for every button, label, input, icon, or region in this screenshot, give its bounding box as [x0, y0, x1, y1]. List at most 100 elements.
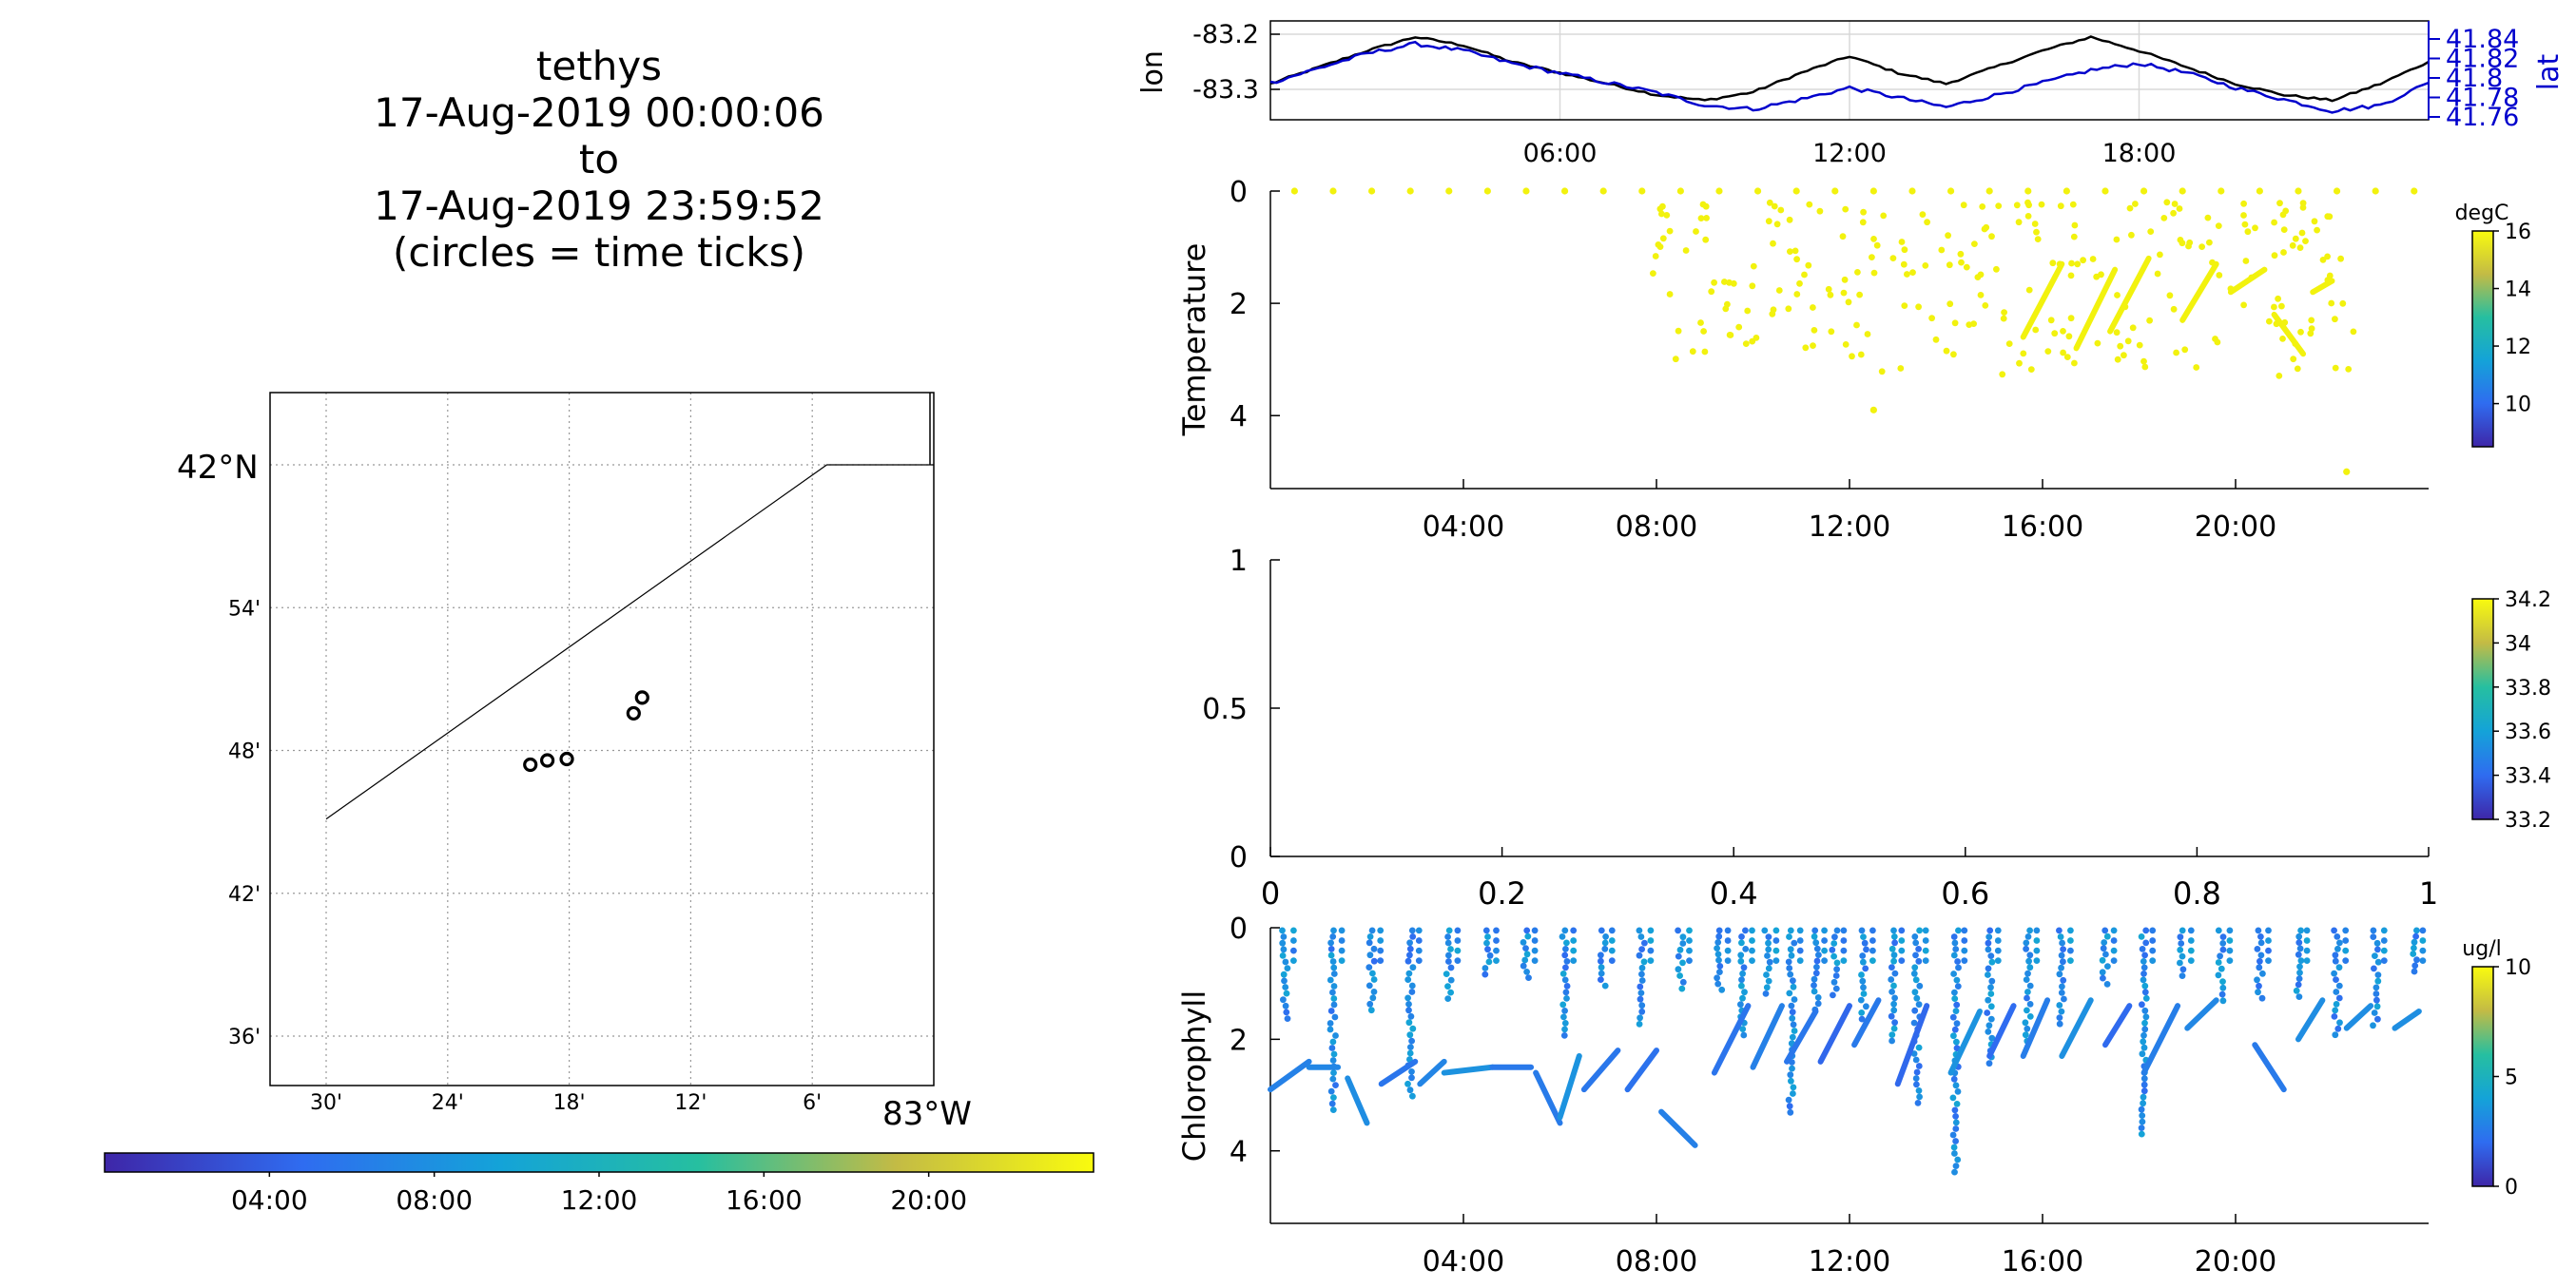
chlorophyll-point: [1493, 957, 1500, 964]
chlorophyll-point: [2332, 957, 2339, 965]
chlorophyll-point: [2067, 947, 2074, 954]
temperature-point: [2198, 243, 2206, 250]
temperature-profile-segment: [2073, 266, 2119, 352]
map-y-tick-label: 36': [228, 1026, 261, 1049]
chlorophyll-point: [1404, 994, 1411, 1002]
chlorophyll-point: [1961, 937, 1968, 944]
chlorophyll-point: [2219, 978, 2226, 985]
chlorophyll-point: [1891, 994, 1898, 1002]
chlorophyll-point: [1954, 1088, 1962, 1095]
temperature-point: [2129, 324, 2137, 332]
chlorophyll-point: [2026, 1001, 2034, 1008]
chlorophyll-point: [1327, 976, 1334, 984]
chlorophyll-point: [1830, 952, 1837, 960]
chlorophyll-point: [1366, 1000, 1374, 1008]
temperature-point: [2031, 221, 2039, 227]
title-line-vehicle: tethys: [535, 43, 663, 89]
chlorophyll-point: [1598, 957, 1604, 965]
chlorophyll-point: [1742, 946, 1750, 952]
chlorophyll-point: [1832, 972, 1840, 979]
temperature-point: [2256, 187, 2263, 195]
temperature-colorbar-tick-label: 16: [2505, 221, 2531, 244]
temperature-point: [2240, 212, 2247, 219]
chlorophyll-point: [1338, 927, 1346, 934]
temperature-point: [2170, 305, 2178, 313]
chlorophyll-point: [1749, 947, 1755, 954]
chlorophyll-point: [2259, 970, 2266, 977]
chlorophyll-profile-segment: [1947, 1009, 1984, 1076]
chlorophyll-profile-segment: [2020, 997, 2051, 1059]
temperature-point: [2186, 239, 2194, 246]
chlorophyll-point: [1796, 937, 1804, 944]
chlorophyll-point: [1284, 965, 1291, 971]
chlorophyll-point: [1857, 996, 1865, 1004]
salinity-colorbar-tick-label: 33.4: [2505, 765, 2551, 789]
temperature-point: [1842, 205, 1850, 213]
chlorophyll-point: [2067, 937, 2074, 944]
chlorophyll-point: [1327, 946, 1335, 952]
chlorophyll-point: [2141, 1026, 2149, 1033]
chlorophyll-point: [1821, 927, 1828, 934]
temperature-point: [1445, 187, 1453, 195]
temperature-point: [1900, 260, 1908, 268]
chlorophyll-x-tick-label: 04:00: [1423, 1245, 1504, 1278]
chlorophyll-point: [2255, 927, 2262, 934]
temperature-point: [1841, 276, 1849, 283]
chlorophyll-point: [1790, 1084, 1797, 1091]
chlorophyll-point: [2104, 963, 2111, 970]
chlorophyll-point: [2177, 959, 2183, 967]
chlorophyll-point: [2140, 1093, 2147, 1101]
temperature-point: [1711, 279, 1717, 286]
chlorophyll-point: [1915, 1063, 1923, 1069]
chlorophyll-point: [1282, 958, 1289, 966]
chlorophyll-point: [1785, 958, 1792, 966]
chlorophyll-point: [1830, 940, 1838, 947]
chlorophyll-point: [1370, 989, 1378, 995]
chlorophyll-point: [1523, 951, 1531, 958]
temperature-point: [2337, 255, 2345, 262]
chlorophyll-colorbar-tick-label: 5: [2505, 1067, 2518, 1090]
temperature-point: [2218, 187, 2225, 195]
chlorophyll-point: [2335, 994, 2343, 1002]
chlorophyll-point: [2265, 957, 2272, 964]
temperature-point: [1864, 331, 1871, 337]
chlorophyll-point: [1951, 995, 1959, 1002]
chlorophyll-point: [2296, 963, 2303, 971]
temperature-profile-segment: [2227, 266, 2268, 296]
temperature-point: [2089, 256, 2097, 262]
chlorophyll-point: [1840, 957, 1848, 964]
chlorophyll-point: [1641, 939, 1648, 947]
chlorophyll-point: [1738, 939, 1745, 947]
chlorophyll-point: [2411, 962, 2419, 970]
chlorophyll-point: [2033, 927, 2041, 934]
temperature-point: [2308, 317, 2315, 324]
chlorophyll-point: [2022, 1031, 2029, 1039]
time-colorbar-tick-label: 08:00: [396, 1184, 473, 1216]
chlorophyll-point: [2332, 952, 2339, 959]
chlorophyll-point: [1366, 933, 1374, 940]
chlorophyll-point: [1891, 970, 1899, 977]
chlorophyll-point: [1408, 1074, 1415, 1082]
chlorophyll-point: [1598, 964, 1605, 971]
chlorophyll-point: [1724, 927, 1732, 934]
chlorophyll-point: [1829, 946, 1836, 953]
temperature-point: [2179, 187, 2186, 195]
chlorophyll-point: [1637, 995, 1644, 1003]
chlorophyll-point: [1408, 1037, 1415, 1045]
chlorophyll-point: [1863, 946, 1869, 953]
chlorophyll-point: [1762, 990, 1770, 997]
temperature-point: [2181, 346, 2189, 354]
chlorophyll-point: [2255, 989, 2261, 996]
lon-tick-label: -83.3: [1192, 75, 1259, 105]
chlorophyll-point: [1608, 937, 1616, 944]
chlorophyll-point: [1888, 976, 1895, 983]
time-colorbar: 04:00 08:00 12:00 16:00 20:00: [104, 1152, 1094, 1216]
temperature-point: [2271, 303, 2277, 311]
temperature-point: [1810, 304, 1816, 311]
temperature-profile-segment: [2107, 255, 2152, 335]
chlorophyll-point: [2139, 1118, 2146, 1125]
chlorophyll-point: [2024, 1025, 2031, 1032]
chlorophyll-point: [1953, 1001, 1961, 1009]
temperature-point: [1897, 365, 1905, 372]
chlorophyll-point: [1922, 937, 1929, 944]
